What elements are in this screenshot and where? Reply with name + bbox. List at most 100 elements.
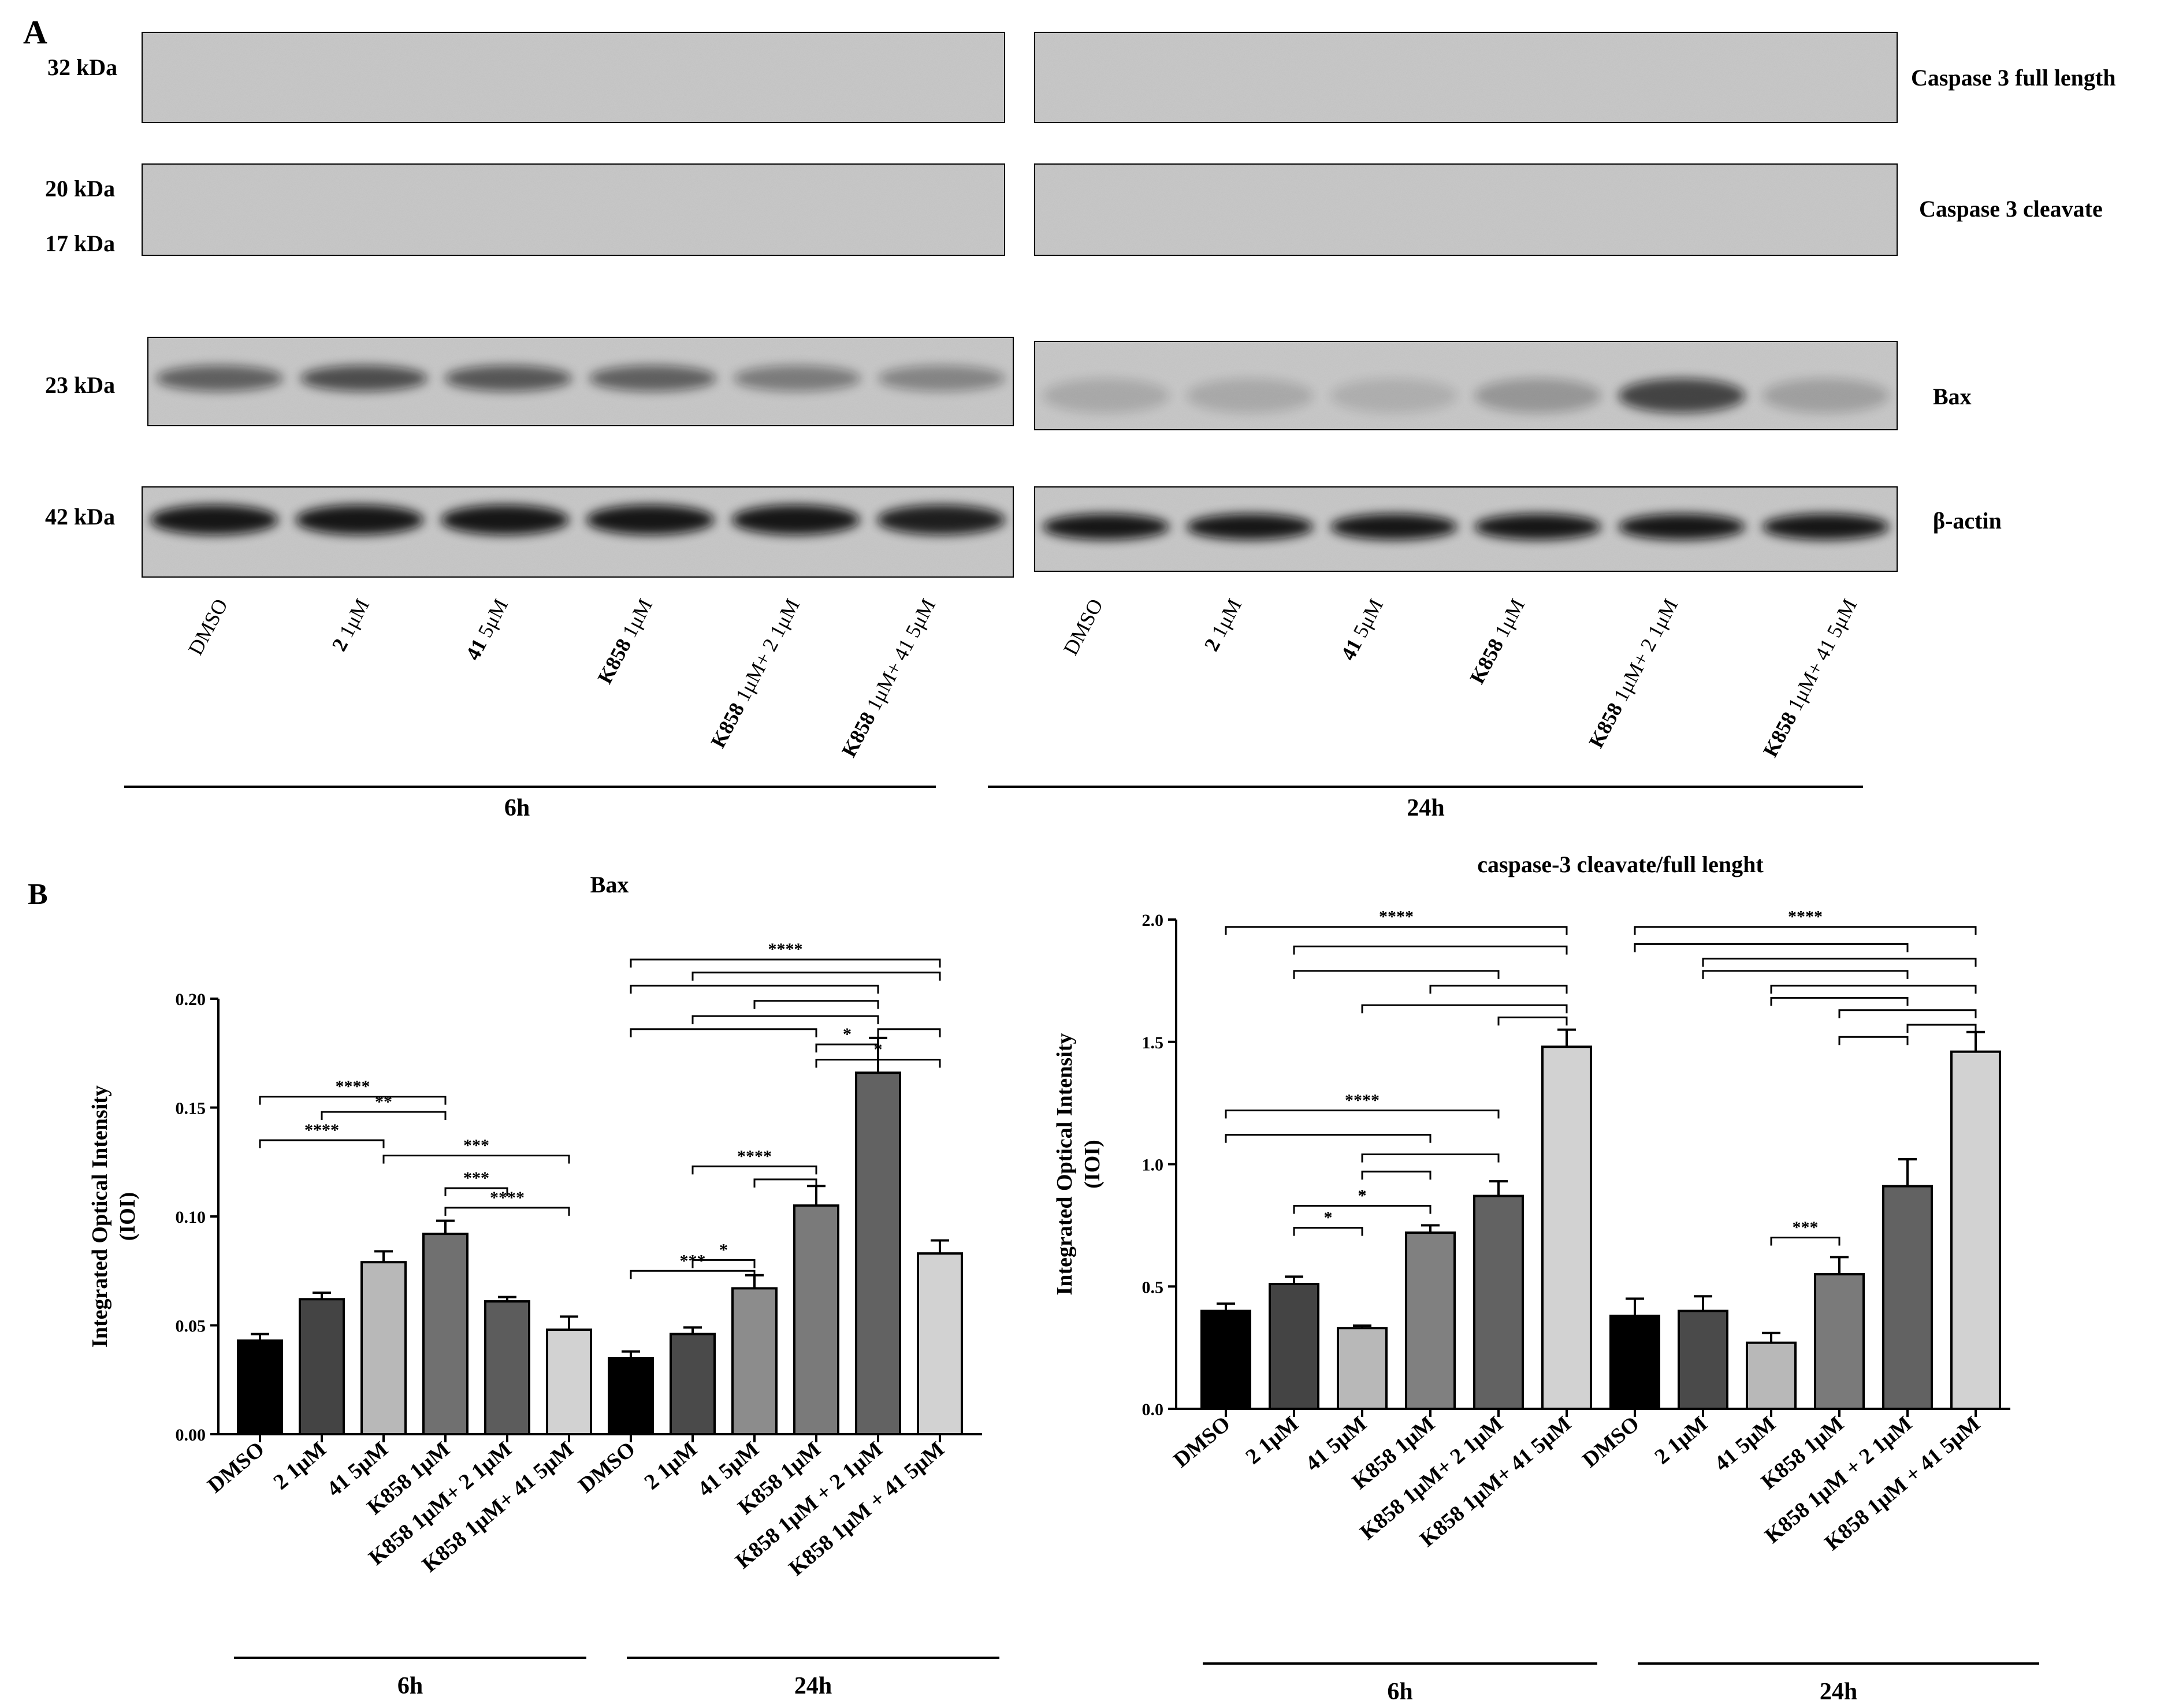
bar (1405, 1231, 1456, 1411)
significance-label: **** (336, 1077, 370, 1096)
bar (917, 1252, 963, 1436)
significance-bracket (1770, 984, 1977, 994)
band (1187, 378, 1314, 413)
bar (1200, 1309, 1251, 1411)
bar (546, 1329, 592, 1436)
significance-bracket (1361, 1170, 1431, 1180)
significance-bracket (1293, 1205, 1431, 1214)
x-tick-label: 2 1μM (1241, 1412, 1303, 1469)
significance-label: *** (1793, 1218, 1819, 1237)
y-tick-label: 0.00 (176, 1426, 206, 1445)
bar (484, 1300, 530, 1436)
significance-label: * (1324, 1208, 1333, 1227)
band (731, 505, 860, 535)
x-tick-label: DMSO (203, 1437, 269, 1498)
blot-label-caspase3-full: Caspase 3 full length (1911, 65, 2116, 91)
bar (793, 1204, 839, 1435)
lane-label: DMSO (1059, 595, 1107, 659)
bar (1950, 1050, 2001, 1410)
group-label: 24h (794, 1673, 832, 1699)
significance-bracket (1838, 1009, 1977, 1018)
lane-label: 2 1μM (1200, 595, 1247, 655)
band (441, 505, 569, 535)
bar (299, 1298, 345, 1436)
significance-label: * (1358, 1186, 1367, 1205)
blot-label-caspase3-cleaved: Caspase 3 cleavate (1919, 196, 2103, 222)
membrane (1033, 485, 1899, 573)
lane-label: K858 1μM (593, 595, 657, 687)
significance-label: * (719, 1240, 728, 1259)
significance-label: **** (304, 1121, 339, 1140)
significance-label: *** (680, 1251, 706, 1270)
blot-label-bax: Bax (1933, 384, 1972, 410)
y-axis-label: Integrated Optical Intensity (IOI) (1053, 1033, 1105, 1296)
significance-bracket (1225, 1134, 1431, 1143)
mw-marker-42: 42 kDa (45, 504, 115, 530)
bar (1337, 1327, 1388, 1411)
significance-bracket (1634, 926, 1977, 935)
blot-actin-6h (140, 485, 1015, 579)
membrane (1033, 31, 1899, 124)
significance-bracket (753, 1178, 817, 1188)
membrane (1033, 340, 1899, 431)
significance-bracket (1225, 1109, 1500, 1119)
significance-bracket (1838, 1036, 1909, 1045)
significance-bracket (630, 1028, 817, 1037)
band (586, 505, 715, 535)
band (295, 505, 424, 535)
membrane (146, 336, 1015, 427)
band (734, 365, 861, 392)
blot-caspase3-cleaved-24h (1033, 162, 1899, 257)
membrane (140, 162, 1006, 257)
significance-label: **** (490, 1188, 525, 1207)
significance-bracket (1702, 970, 1909, 979)
band (1187, 513, 1314, 540)
significance-bracket (1361, 1153, 1500, 1163)
y-tick-label: 2.0 (1142, 911, 1164, 930)
band (1042, 378, 1170, 413)
group-label: 24h (1820, 1679, 1857, 1705)
lane-labels-24h: DMSO 2 1μM 41 5μM K858 1μM K858 1μM+ 2 1μM K8… (1059, 595, 1861, 761)
significance-bracket (630, 984, 879, 994)
significance-bracket (691, 1015, 879, 1025)
significance-bracket (1770, 1237, 1840, 1246)
bar (422, 1233, 469, 1435)
group-label: 6h (1387, 1679, 1412, 1705)
chart-bax: Bax Integrated Optical Intensity (IOI) 0.00… (88, 872, 999, 1699)
bar (1541, 1045, 1592, 1410)
band (1474, 513, 1601, 540)
mw-marker-17: 17 kDa (45, 230, 115, 256)
bar (731, 1287, 778, 1435)
significance-label: **** (1788, 907, 1823, 926)
band (878, 365, 1005, 392)
significance-bracket (382, 1154, 570, 1164)
bar (1269, 1283, 1319, 1410)
significance-bracket (1225, 926, 1568, 935)
y-axis-label: Integrated Optical Intensity (IOI) (88, 1085, 140, 1348)
significance-label: *** (463, 1136, 489, 1155)
band (589, 365, 716, 392)
band (445, 365, 572, 392)
mw-marker-20: 20 kDa (45, 176, 115, 202)
x-tick-label: DMSO (1578, 1412, 1644, 1472)
lane-label: 41 5μM (1336, 595, 1388, 664)
significance-bracket (444, 1207, 570, 1216)
significance-bracket (1634, 943, 1909, 952)
significance-bracket (1293, 1227, 1363, 1236)
bar (1746, 1341, 1797, 1411)
lane-label: K858 1μM+ 2 1μM (1584, 595, 1682, 751)
significance-bracket (815, 1059, 941, 1068)
bar (855, 1071, 901, 1436)
band (156, 365, 283, 392)
significance-bracket (321, 1111, 447, 1121)
significance-bracket (1293, 1205, 1431, 1214)
chart-title: caspase-3 cleavate/full lenght (1477, 851, 1764, 877)
significance-bracket (630, 1270, 756, 1279)
significance-bracket (259, 1096, 447, 1105)
significance-label: *** (463, 1169, 489, 1188)
blot-caspase3-full-6h (140, 31, 1006, 124)
significance-bracket (1770, 997, 1909, 1006)
significance-bracket (444, 1187, 508, 1196)
band (300, 365, 427, 392)
